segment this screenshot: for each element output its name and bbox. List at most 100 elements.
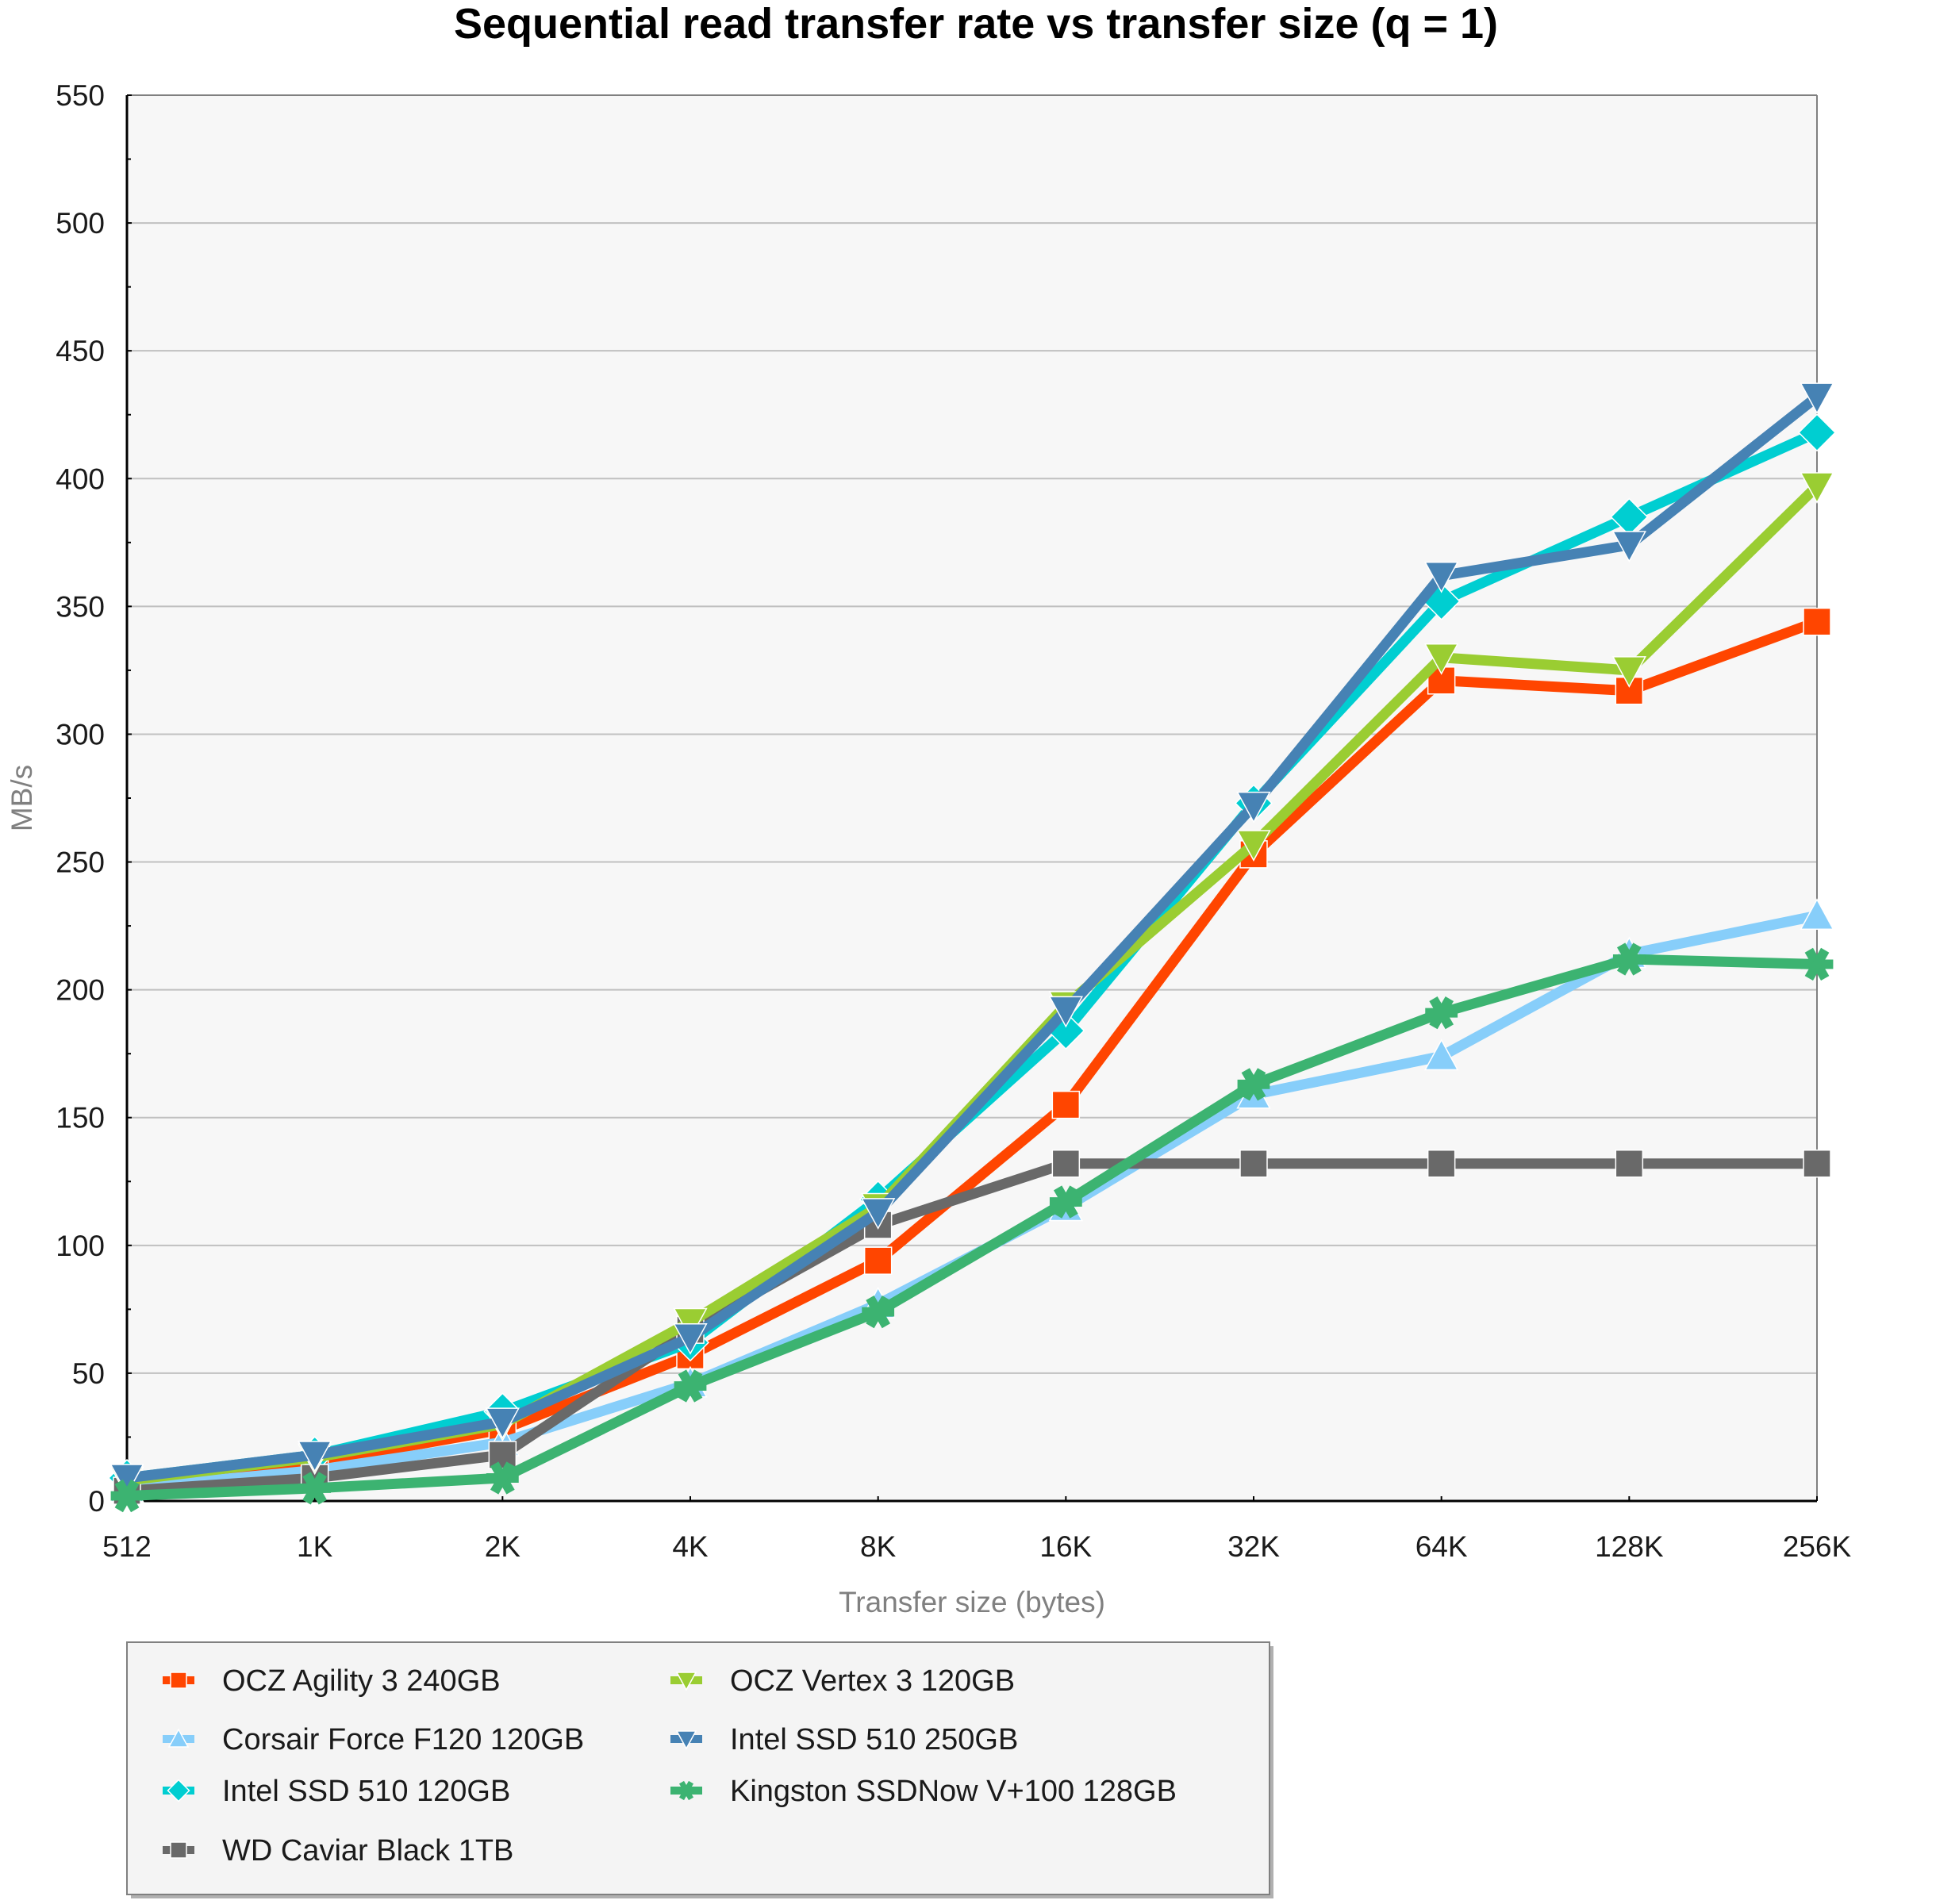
legend-item: OCZ Agility 3 240GB — [163, 1664, 501, 1698]
y-tick-label: 550 — [56, 79, 105, 112]
data-point — [1424, 643, 1459, 675]
asterisk-stroke — [302, 1472, 328, 1505]
data-point — [1803, 1149, 1831, 1178]
x-tick-label: 512 — [102, 1530, 152, 1563]
x-tick-label: 16K — [1039, 1530, 1092, 1563]
data-point — [298, 1441, 332, 1472]
data-point — [1425, 996, 1458, 1030]
data-point — [673, 1323, 708, 1355]
data-point — [485, 1407, 520, 1440]
legend-label: OCZ Vertex 3 120GB — [730, 1664, 1015, 1698]
asterisk-stroke — [1616, 942, 1642, 976]
data-point — [1424, 1038, 1459, 1071]
legend-item: WD Caviar Black 1TB — [163, 1834, 513, 1868]
x-tick-label: 64K — [1416, 1530, 1468, 1563]
x-tick-label: 2K — [485, 1530, 521, 1563]
chart-title: Sequential read transfer rate vs transfe… — [454, 0, 1498, 48]
data-point — [1800, 947, 1834, 981]
x-tick-label: 4K — [672, 1530, 709, 1563]
asterisk-stroke — [866, 1295, 891, 1329]
data-point — [109, 1464, 144, 1495]
x-axis-label: Transfer size (bytes) — [839, 1586, 1105, 1618]
data-point — [486, 1461, 519, 1495]
data-point — [863, 1246, 893, 1275]
series-6 — [110, 942, 1834, 1513]
y-tick-label: 500 — [56, 207, 105, 240]
legend-label: WD Caviar Black 1TB — [222, 1834, 513, 1868]
data-point — [488, 1441, 517, 1469]
asterisk-stroke — [114, 1479, 140, 1513]
legend-item: Intel SSD 510 120GB — [163, 1775, 510, 1808]
data-point — [1237, 1068, 1270, 1101]
series-line — [126, 1158, 1817, 1496]
data-point — [1049, 1185, 1082, 1219]
y-tick-label: 350 — [56, 590, 105, 623]
series-5 — [109, 382, 1834, 1495]
legend-item: Kingston SSDNow V+100 128GB — [670, 1775, 1177, 1808]
data-point — [1236, 791, 1271, 823]
y-tick-label: 200 — [56, 974, 105, 1007]
data-point — [1615, 1149, 1644, 1178]
y-tick-label: 300 — [56, 718, 105, 750]
y-tick-label: 100 — [56, 1230, 105, 1262]
data-point — [1800, 382, 1834, 415]
series-group — [107, 382, 1837, 1513]
data-point — [1239, 1149, 1268, 1178]
asterisk-stroke — [1429, 996, 1454, 1030]
data-point — [1048, 996, 1083, 1028]
asterisk-stroke — [678, 1780, 694, 1801]
data-point — [1612, 942, 1646, 976]
x-tick-label: 256K — [1783, 1530, 1852, 1563]
data-point — [110, 1479, 144, 1513]
y-tick-label: 150 — [56, 1102, 105, 1134]
asterisk-stroke — [1804, 947, 1830, 981]
legend-marker — [167, 1779, 190, 1802]
data-point — [1236, 830, 1271, 862]
legend: OCZ Agility 3 240GB OCZ Vertex 3 120GB Cor… — [126, 1641, 1273, 1898]
legend-marker — [675, 1730, 697, 1750]
data-point — [1803, 607, 1831, 636]
asterisk-stroke — [1241, 1068, 1266, 1101]
x-tick-label: 1K — [297, 1530, 333, 1563]
y-tick-label: 450 — [56, 335, 105, 367]
asterisk-stroke — [490, 1461, 515, 1495]
asterisk-stroke — [1053, 1185, 1078, 1219]
axes — [125, 94, 1818, 1503]
legend-marker — [170, 1841, 187, 1859]
data-point — [1800, 898, 1834, 930]
data-point — [1051, 1149, 1081, 1178]
legend-label: Kingston SSDNow V+100 128GB — [730, 1775, 1177, 1808]
legend-label: Intel SSD 510 120GB — [222, 1775, 510, 1808]
y-tick-label: 0 — [88, 1485, 105, 1518]
legend-item: OCZ Vertex 3 120GB — [670, 1664, 1015, 1698]
x-tick-label: 32K — [1227, 1530, 1280, 1563]
data-point — [298, 1472, 332, 1505]
x-axis-ticks: 512 1K 2K 4K 8K 16K 32K 64K 128K 256K — [102, 1496, 1852, 1563]
data-point — [674, 1369, 707, 1403]
data-point — [862, 1295, 895, 1329]
data-point — [1051, 1090, 1081, 1119]
legend-item: Corsair Force F120 120GB — [163, 1723, 584, 1756]
legend-marker — [677, 1780, 696, 1801]
legend-item: Intel SSD 510 250GB — [670, 1723, 1018, 1756]
legend-marker — [167, 1728, 190, 1748]
legend-marker — [170, 1672, 187, 1689]
data-point — [1797, 413, 1837, 452]
y-tick-label: 250 — [56, 846, 105, 879]
y-axis-ticks: 0 50 100 150 200 250 300 350 400 450 500 550 — [56, 79, 132, 1518]
y-tick-label: 400 — [56, 463, 105, 495]
y-tick-label: 50 — [72, 1357, 105, 1390]
x-tick-label: 8K — [860, 1530, 897, 1563]
x-tick-label: 128K — [1595, 1530, 1664, 1563]
legend-marker — [675, 1672, 697, 1691]
data-point — [1424, 561, 1459, 593]
plot-area — [127, 95, 1817, 1501]
data-point — [861, 1198, 896, 1230]
data-point — [1611, 531, 1646, 563]
legend-label: Corsair Force F120 120GB — [222, 1723, 584, 1756]
y-axis-label: MB/s — [6, 765, 38, 831]
data-point — [1427, 1149, 1456, 1178]
data-point — [1800, 472, 1834, 504]
asterisk-stroke — [678, 1369, 703, 1403]
